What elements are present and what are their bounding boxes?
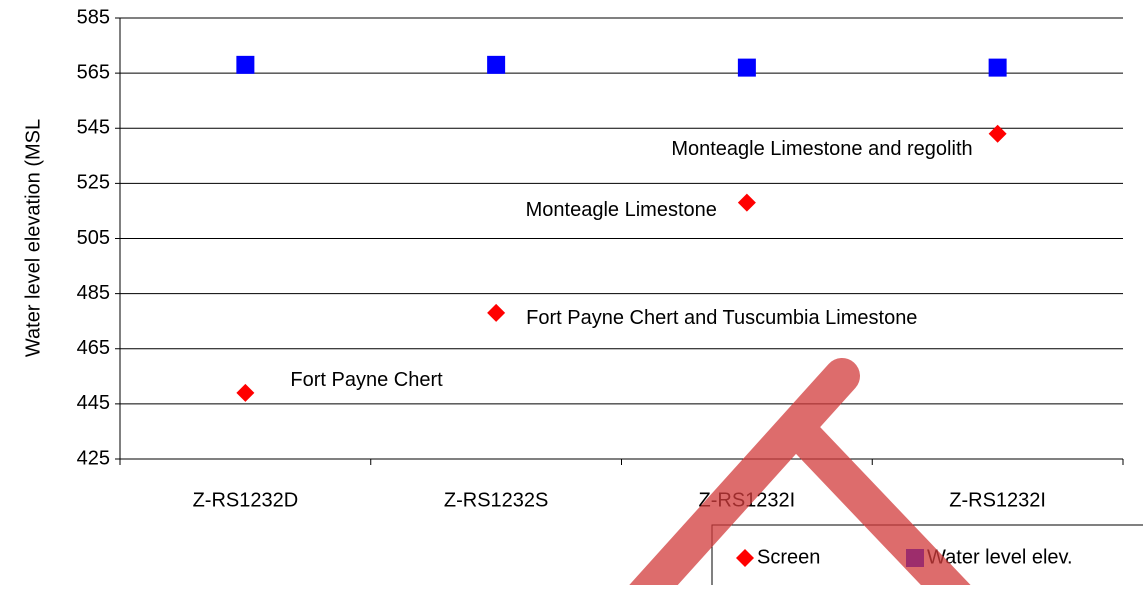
y-tick-label: 445 <box>77 392 110 414</box>
y-tick-label: 545 <box>77 117 110 139</box>
annotation: Fort Payne Chert and Tuscumbia Limestone <box>526 307 917 329</box>
point <box>487 304 505 322</box>
y-tick-label: 485 <box>77 282 110 304</box>
y-tick-label: 465 <box>77 337 110 359</box>
point <box>989 125 1007 143</box>
point <box>738 59 756 77</box>
plot-area: 425 445 465 485 505 525 545 565 585 Z-RS1232D Z-RS… <box>77 6 1123 511</box>
annotation: Fort Payne Chert <box>290 369 443 391</box>
y-tick-label: 565 <box>77 61 110 83</box>
page: {"chart_data": {"type": "scatter", "y_la… <box>0 0 1143 585</box>
x-tick-label: Z-RS1232I <box>949 489 1046 511</box>
x-tick-label: Z-RS1232D <box>193 489 299 511</box>
point <box>236 56 254 74</box>
legend-label: Screen <box>757 546 820 568</box>
point <box>738 194 756 212</box>
point <box>487 56 505 74</box>
x-tick-label: Z-RS1232S <box>444 489 549 511</box>
y-tick-label: 525 <box>77 172 110 194</box>
y-axis-label: Water level elevation (MSL <box>22 119 44 357</box>
y-tick-label: 585 <box>77 6 110 28</box>
point <box>236 384 254 402</box>
annotation: Monteagle Limestone and regolith <box>671 138 972 160</box>
annotation: Monteagle Limestone <box>526 199 717 221</box>
y-tick-label: 505 <box>77 227 110 249</box>
y-tick-label: 425 <box>77 447 110 469</box>
chart: Water level elevation (MSL 425 445 465 485 5… <box>0 0 1143 585</box>
point <box>989 59 1007 77</box>
